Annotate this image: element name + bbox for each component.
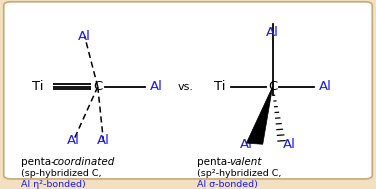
Text: Al: Al (266, 26, 279, 39)
Text: penta-: penta- (197, 157, 231, 167)
Text: Al: Al (78, 30, 91, 43)
Text: penta-: penta- (21, 157, 55, 167)
Polygon shape (246, 87, 273, 144)
Text: C: C (268, 80, 277, 93)
Text: Al σ-bonded): Al σ-bonded) (197, 180, 258, 189)
Text: Al: Al (150, 80, 162, 93)
Text: Al: Al (97, 134, 110, 147)
Text: Ti: Ti (32, 80, 43, 93)
Text: Al: Al (283, 138, 296, 151)
Text: (sp-hybridized C,: (sp-hybridized C, (21, 169, 101, 178)
Text: Al: Al (67, 134, 80, 147)
Text: coordinated: coordinated (53, 157, 115, 167)
Text: Al: Al (319, 80, 332, 93)
Text: C: C (93, 80, 102, 93)
Text: Al η²-bonded): Al η²-bonded) (21, 180, 85, 189)
Text: Al: Al (240, 138, 253, 151)
Text: Ti: Ti (214, 80, 226, 93)
Text: (sp²-hybridized C,: (sp²-hybridized C, (197, 169, 282, 178)
Text: valent: valent (229, 157, 262, 167)
FancyBboxPatch shape (4, 2, 372, 179)
Text: vs.: vs. (178, 82, 194, 92)
